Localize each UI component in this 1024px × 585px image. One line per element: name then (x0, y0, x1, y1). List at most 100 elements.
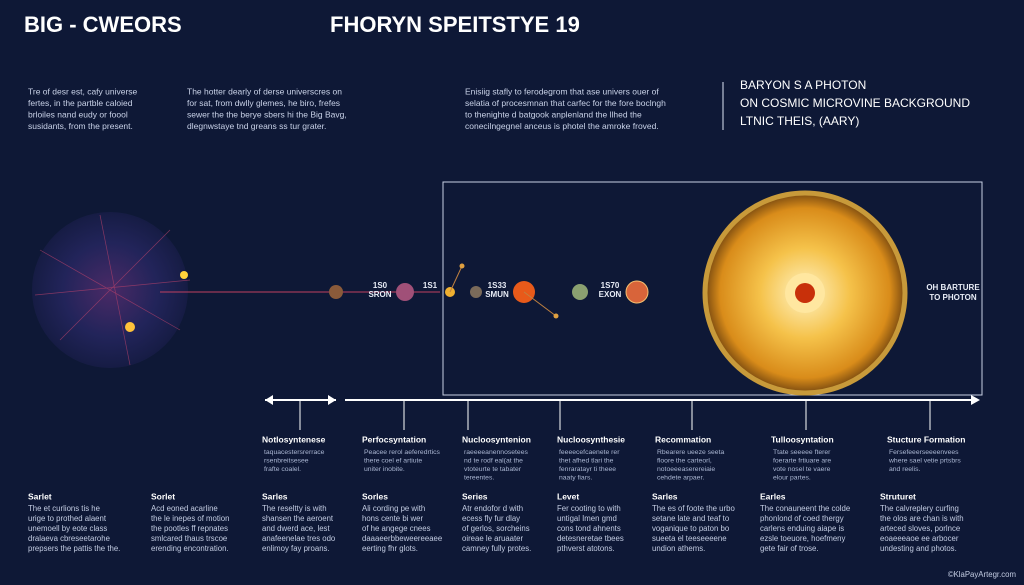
section-title: Sorles (362, 491, 388, 501)
cmb-text: ON COSMIC MICROVINE BACKGROUND (740, 96, 970, 110)
stage-title: Notlosyntenese (262, 434, 326, 444)
section-text: ezsle toeuore, hoefmeny (760, 534, 845, 543)
section-text: prepsers the pattis the the. (28, 544, 120, 553)
section-text: urige to prothed alaent (28, 514, 107, 523)
stage-text: vtoteurte te tabater (464, 466, 522, 473)
planet (396, 283, 414, 301)
section-text: undion athems. (652, 544, 705, 553)
section-title: Struturet (880, 491, 916, 501)
section-text: detesneretae tbees (557, 534, 624, 543)
section-text: The et curlions tis he (28, 504, 100, 513)
subtitle: FHORYN SPEITSTYE 19 (330, 12, 580, 37)
frame (442, 181, 983, 396)
section-title: Earles (760, 491, 786, 501)
stage-text: taquacestersrerrace (264, 449, 325, 456)
intro-text: for sat, from dwlly glemes, he biro, fre… (187, 98, 340, 108)
section-text: The reseltty is with (262, 504, 327, 513)
section-text: voganique to paton bo (652, 524, 730, 533)
stage-title: Perfocsyntation (362, 434, 426, 444)
section-text: Fer cooting to with (557, 504, 621, 513)
section-text: sueeta el teeseeeene (652, 534, 727, 543)
filaments (34, 214, 191, 366)
marker-label: 1S0 (373, 281, 388, 290)
stage-text: Rbearere ueeze seeta (657, 449, 724, 456)
section-text: camney fully protes. (462, 544, 531, 553)
stage-text: foerarte frtiuare are (773, 457, 831, 464)
planet (572, 284, 588, 300)
marker-label: EXON (599, 290, 622, 299)
marker-label: SMUN (485, 290, 509, 299)
planet (625, 280, 649, 304)
end-label: OH BARTURE (926, 283, 980, 292)
section-text: erending encontration. (151, 544, 229, 553)
intro-text: brloiles nand eudy or foool (28, 109, 128, 119)
section-text: The es of foote the urbo (652, 504, 735, 513)
stage-text: frafte coalel. (264, 466, 301, 473)
core (795, 283, 815, 303)
section-text: The conauneent the colde (760, 504, 850, 513)
link (449, 265, 463, 293)
section-title: Series (462, 491, 488, 501)
credit: ©KlaPayArtegr.com (948, 570, 1016, 579)
section-text: Ali cording pe with (362, 504, 425, 513)
stage-text: tereentes. (464, 474, 494, 481)
stage-title: Stucture Formation (887, 434, 965, 444)
section-text: Acd eoned acarline (151, 504, 218, 513)
section-text: and dwerd ace, lest (262, 524, 330, 533)
section-text: the olos are chan is with (880, 514, 964, 523)
section-text: of gerlos, sorcheins (462, 524, 530, 533)
marker-label: 1S1 (423, 281, 438, 290)
section-text: the le inepes of motion (151, 514, 229, 523)
stage-text: cehdete arpaer. (657, 474, 704, 481)
section-text: cons tond ahnents (557, 524, 621, 533)
stage-text: naaty fiars. (559, 474, 592, 481)
section-text: arteced sloves, porlnce (880, 524, 960, 533)
section-title: Levet (557, 491, 579, 501)
section-text: The calvreplery curfing (880, 504, 959, 513)
moon (553, 313, 559, 319)
arrow-head (265, 395, 336, 405)
intro-text: sewer the the berye sbers hi the Big Bav… (187, 109, 347, 119)
title: BIG - CWEORS (24, 12, 182, 37)
section-title: Sorlet (151, 491, 175, 501)
stage-text: rsenbreitsesee (264, 457, 309, 464)
marker-label: SRON (368, 290, 391, 299)
section-text: pthverst atotons. (557, 544, 615, 553)
planet (470, 286, 482, 298)
stage-title: Recommation (655, 434, 711, 444)
stage-text: Peacee rerol aeferedrtics (364, 449, 441, 456)
marker-label: 1S33 (488, 281, 507, 290)
intro-text: selatia of procesmnan that carfec for th… (465, 98, 666, 108)
stage-text: floore the carteorl, (657, 457, 712, 464)
section-text: Atr endofor d with (462, 504, 523, 513)
stage-title: Tulloosyntation (771, 434, 834, 444)
stage-text: elour partes. (773, 474, 811, 481)
stage-text: Ttate seeeee fterer (773, 449, 831, 456)
planet (329, 285, 343, 299)
section-text: ecess fly fur dlay (462, 514, 520, 523)
section-text: unemoell by eote class (28, 524, 107, 533)
section-title: Sarlet (28, 491, 52, 501)
link (523, 291, 557, 317)
section-text: daaaeerbbeweereeaee (362, 534, 442, 543)
section-text: setane late and teaf to (652, 514, 730, 523)
stage-text: uniter inobite. (364, 466, 405, 473)
section-text: the pootles ff repnates (151, 524, 228, 533)
stage-text: notoeeeaserereiaie (657, 466, 715, 473)
stage-text: raeeeeanennosetees (464, 449, 528, 456)
stage-text: nd te rodf eal(at the (464, 457, 523, 464)
stage-text: vote nosel te vaere (773, 466, 831, 473)
section-text: hons cente bi wer (362, 514, 424, 523)
stage-text: feeeecefcaenete rer (559, 449, 620, 456)
section-text: phonlond of coed thergy (760, 514, 844, 523)
intro-text: fertes, in the partble caloied (28, 98, 133, 108)
star (180, 271, 188, 279)
section-text: eerting fhr glots. (362, 544, 418, 553)
section-text: untigal Imen gmd (557, 514, 617, 523)
stage-text: thet afhed tlari the (559, 457, 614, 464)
stage-title: Nucloosynthesie (557, 434, 625, 444)
content: Tre of desr est, cafy universe fertes, in… (28, 78, 1016, 579)
intro-text: conecilngegnel anceus is photel the amro… (465, 121, 659, 131)
intro-text: dlegnwstaye tnd greans ss tur grater. (187, 121, 326, 131)
section-title: Sarles (652, 491, 678, 501)
